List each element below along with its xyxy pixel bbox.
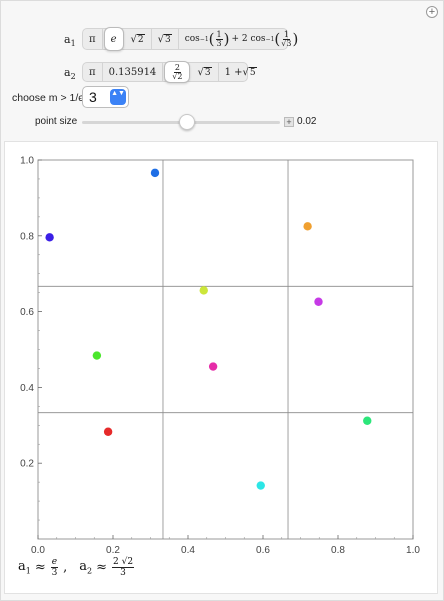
x-tick-label: 0.0 xyxy=(31,545,45,556)
frac-den: √2 xyxy=(172,71,183,81)
y-tick-label: 0.4 xyxy=(20,383,34,394)
a2-setter-bar: π 0.135914 2 √2 √ 3 1 + √ 5 xyxy=(82,61,257,83)
x-tick-label: 0.4 xyxy=(181,545,195,556)
a1-option-sqrt3[interactable]: √ 3 xyxy=(152,29,179,49)
a2-sqrt3-radicand: 3 xyxy=(203,66,212,78)
frac-den: 3 xyxy=(51,568,58,578)
plot-frame xyxy=(37,159,414,540)
data-point xyxy=(92,351,102,360)
frac-num: e xyxy=(50,557,59,568)
a2-last-radicand: 5 xyxy=(248,66,257,78)
frac-num: 1 xyxy=(282,29,290,40)
data-point xyxy=(150,168,160,178)
data-point xyxy=(103,427,113,436)
a1-label: a1 xyxy=(64,33,76,48)
a1-sqrt3-radicand: 3 xyxy=(163,33,172,45)
a2-option-sqrt3[interactable]: √ 3 xyxy=(191,63,219,81)
x-tick-label: 0.8 xyxy=(331,545,345,556)
cos-frac-2: 1 √3 xyxy=(281,29,292,48)
data-point xyxy=(303,222,312,231)
a1-option-cos-expr[interactable]: cos −1 (1 3) + 2 cos −1 (1 √3) xyxy=(179,29,305,49)
approx-symbol: ≈ xyxy=(34,560,46,575)
slider-expand-plus-icon[interactable]: + xyxy=(284,117,294,127)
data-point xyxy=(199,286,208,295)
cos-plus-text: + 2 cos xyxy=(231,34,266,44)
a1-readout: a1 xyxy=(18,559,31,576)
a2-option-number[interactable]: 0.135914 xyxy=(103,63,164,81)
a1-option-pi[interactable]: π xyxy=(83,29,103,49)
cos-sup: −1 xyxy=(199,35,209,43)
readout-a1-sub: 1 xyxy=(25,566,31,576)
sqrt-symbol: √ 3 xyxy=(197,66,212,78)
a2-label-sub: 2 xyxy=(70,72,76,82)
frac-den: 3 xyxy=(216,38,222,48)
frac-den: √3 xyxy=(281,38,292,48)
readout-a1-label: a xyxy=(18,559,26,575)
a1-label-sub: 1 xyxy=(70,39,76,49)
a2-option-pi[interactable]: π xyxy=(83,63,103,81)
paren-right: ) xyxy=(292,30,299,48)
paren-left: ( xyxy=(274,30,281,48)
approx-symbol: ≈ xyxy=(96,560,107,575)
select-arrows-icon: ▲▼ xyxy=(110,89,126,105)
a2-option-1-plus-sqrt5[interactable]: 1 + √ 5 xyxy=(219,63,263,81)
point-size-label: point size xyxy=(35,116,78,127)
frac-num: 2 √2 xyxy=(112,557,135,568)
data-point xyxy=(314,297,323,306)
sqrt-symbol: √ 2 xyxy=(130,33,145,45)
a2-option-pi-text: π xyxy=(89,66,96,78)
y-tick-label: 0.6 xyxy=(20,307,34,318)
a2-label-text: a xyxy=(64,66,71,79)
readout-a2-label: a xyxy=(79,559,87,575)
a1-option-pi-text: π xyxy=(89,33,96,45)
a2-label: a2 xyxy=(64,66,76,81)
y-tick-label: 1.0 xyxy=(20,156,34,167)
sqrt-symbol: √ 5 xyxy=(242,66,257,78)
point-size-value: 0.02 xyxy=(297,116,317,127)
x-tick-label: 1.0 xyxy=(406,545,420,556)
a1-option-e-text: e xyxy=(110,33,117,45)
sqrt-symbol: √ 3 xyxy=(157,33,172,45)
a2-frac: 2 √2 xyxy=(172,62,183,81)
paren-right: ) xyxy=(223,30,230,48)
frac-den: 3 xyxy=(120,568,126,578)
m-select-value: 3 xyxy=(89,89,97,105)
frac-num: 2 xyxy=(173,62,181,73)
expand-plus-icon[interactable]: + xyxy=(426,6,438,18)
cos-text: cos xyxy=(184,34,200,44)
a2-readout-frac: 2 √2 3 xyxy=(112,557,135,578)
paren-left: ( xyxy=(208,30,215,48)
a1-option-sqrt2[interactable]: √ 2 xyxy=(125,29,152,49)
data-point xyxy=(363,416,372,425)
a2-option-number-text: 0.135914 xyxy=(108,66,157,78)
data-point xyxy=(256,481,265,490)
m-select[interactable]: 3 ▲▼ xyxy=(82,86,129,108)
a2-option-frac[interactable]: 2 √2 xyxy=(164,61,191,83)
plot-panel: 0.0 0.2 0.4 0.6 0.8 1.0 0.2 0.4 0.6 0.8 1.0 xyxy=(4,141,438,594)
frac-num: 1 xyxy=(215,29,223,40)
y-tick-label: 0.8 xyxy=(20,231,34,242)
a2-readout: a2 xyxy=(79,559,92,576)
a2-last-prefix: 1 + xyxy=(224,66,243,78)
a1-sqrt2-radicand: 2 xyxy=(136,33,145,45)
a1-label-text: a xyxy=(64,33,71,46)
cos-sup: −1 xyxy=(265,35,275,43)
scatter-chart: 0.0 0.2 0.4 0.6 0.8 1.0 0.2 0.4 0.6 0.8 1.0 xyxy=(20,156,420,557)
x-tick-label: 0.2 xyxy=(106,545,120,556)
m-label: choose m > 1/ϵ xyxy=(12,92,83,104)
x-tick-label: 0.6 xyxy=(256,545,270,556)
a1-option-e[interactable]: e xyxy=(103,27,124,51)
a1-setter-bar: π e √ 2 √ 3 cos −1 (1 3) + 2 cos −1 (1 √3) xyxy=(82,27,298,51)
point-size-slider-thumb[interactable] xyxy=(178,114,195,130)
readout-a2-sub: 2 xyxy=(87,566,93,576)
data-point xyxy=(45,233,54,242)
separator: , xyxy=(63,560,68,575)
data-point xyxy=(208,362,218,371)
y-tick-label: 0.2 xyxy=(20,459,34,470)
